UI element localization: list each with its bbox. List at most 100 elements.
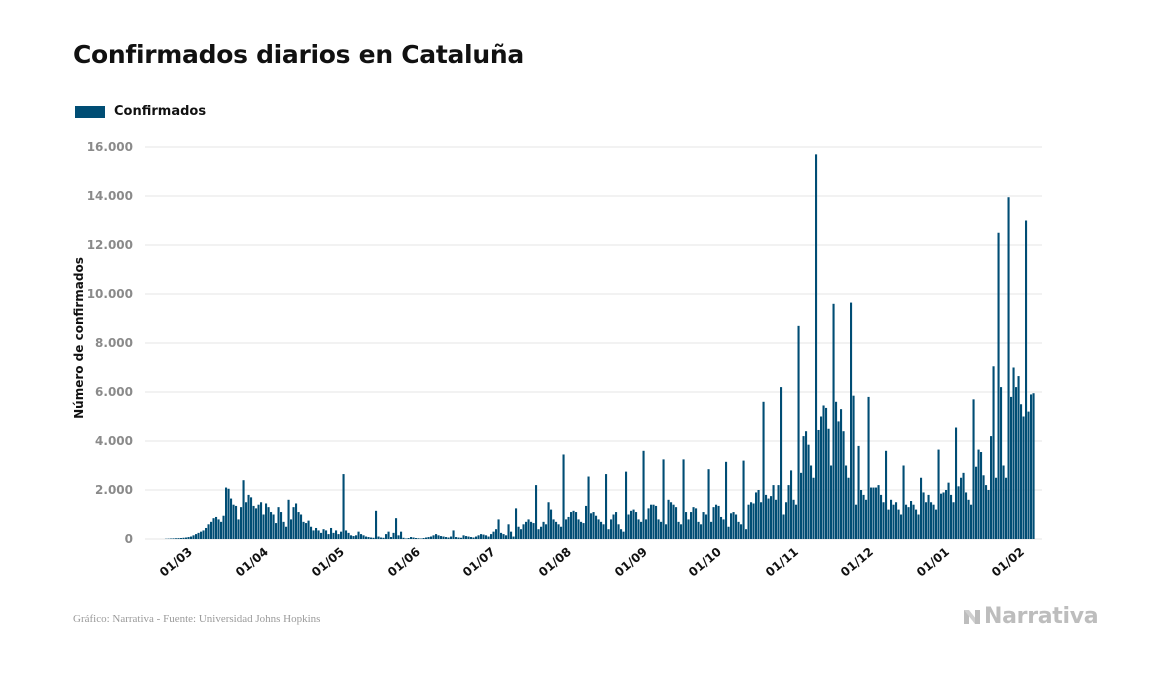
y-tick-label: 4.000 — [95, 434, 133, 448]
bar — [320, 532, 323, 539]
bar — [470, 537, 473, 539]
bar — [945, 490, 948, 539]
x-tick-label: 01/01 — [914, 545, 952, 580]
bar — [682, 459, 685, 539]
bar — [805, 431, 808, 539]
bar — [452, 530, 455, 539]
bar — [185, 537, 188, 539]
bar — [847, 477, 850, 539]
bar — [582, 523, 585, 539]
bar — [702, 512, 705, 539]
bar — [377, 536, 380, 539]
bar — [295, 503, 298, 539]
bar — [192, 535, 195, 539]
bar — [447, 537, 450, 539]
bar — [225, 487, 228, 539]
bar — [365, 536, 368, 539]
bar — [780, 387, 783, 539]
bar — [267, 507, 270, 539]
bar — [772, 485, 775, 539]
bar — [622, 531, 625, 539]
bar — [372, 537, 375, 539]
logo-text: Narrativa — [984, 604, 1099, 629]
bar — [415, 538, 418, 539]
bar — [725, 461, 728, 539]
source-note: Gráfico: Narrativa - Fuente: Universidad… — [73, 613, 321, 625]
bar — [435, 534, 438, 539]
bar — [1025, 220, 1028, 539]
bar — [600, 521, 603, 539]
bar — [502, 534, 505, 539]
bar — [737, 521, 740, 539]
bar — [515, 508, 518, 539]
bar — [765, 494, 768, 539]
bar — [745, 529, 748, 539]
bar — [930, 502, 933, 539]
bar — [490, 534, 493, 539]
bar — [590, 513, 593, 539]
bar — [1017, 376, 1020, 539]
bar — [462, 535, 465, 539]
bar — [800, 472, 803, 539]
y-tick-label: 16.000 — [87, 140, 133, 154]
bar — [302, 521, 305, 539]
bar — [522, 524, 525, 539]
bar — [357, 531, 360, 539]
bar — [370, 537, 373, 539]
bar — [212, 518, 215, 539]
bar — [875, 487, 878, 539]
bar — [407, 538, 410, 539]
bar — [880, 494, 883, 539]
bar — [720, 516, 723, 539]
bar — [297, 512, 300, 539]
bar — [412, 537, 415, 539]
bar — [1020, 404, 1023, 539]
bar — [242, 480, 245, 539]
bar — [367, 537, 370, 539]
bar — [255, 508, 258, 539]
bar — [610, 519, 613, 539]
bar — [685, 512, 688, 539]
bar — [827, 428, 830, 539]
bar — [755, 492, 758, 539]
bar — [815, 154, 818, 539]
bar — [430, 536, 433, 539]
bar — [710, 521, 713, 539]
bar — [852, 395, 855, 539]
bar — [952, 502, 955, 539]
bar — [332, 532, 335, 539]
bar — [907, 507, 910, 539]
bar — [862, 494, 865, 539]
bar — [735, 514, 738, 539]
bar — [927, 494, 930, 539]
y-tick-label: 10.000 — [87, 287, 133, 301]
bar — [840, 409, 843, 539]
bar — [905, 504, 908, 539]
bar — [615, 512, 618, 539]
bar — [215, 516, 218, 539]
bar — [355, 535, 358, 539]
bar — [432, 535, 435, 539]
bar — [550, 509, 553, 539]
bar — [700, 524, 703, 539]
bar — [315, 527, 318, 539]
bar — [867, 396, 870, 539]
bar — [402, 537, 405, 539]
bar — [1027, 411, 1030, 539]
bar — [1000, 387, 1003, 539]
bar — [785, 502, 788, 539]
bar — [517, 526, 520, 539]
bar — [817, 429, 820, 539]
bar — [565, 519, 568, 539]
bar — [485, 535, 488, 539]
bar — [207, 524, 210, 539]
bar — [292, 507, 295, 539]
bar — [627, 514, 630, 539]
bar — [202, 530, 205, 539]
bar — [587, 476, 590, 539]
bar — [465, 536, 468, 539]
bar — [970, 504, 973, 539]
bar — [777, 485, 780, 539]
bar — [695, 508, 698, 539]
bar — [955, 427, 958, 539]
